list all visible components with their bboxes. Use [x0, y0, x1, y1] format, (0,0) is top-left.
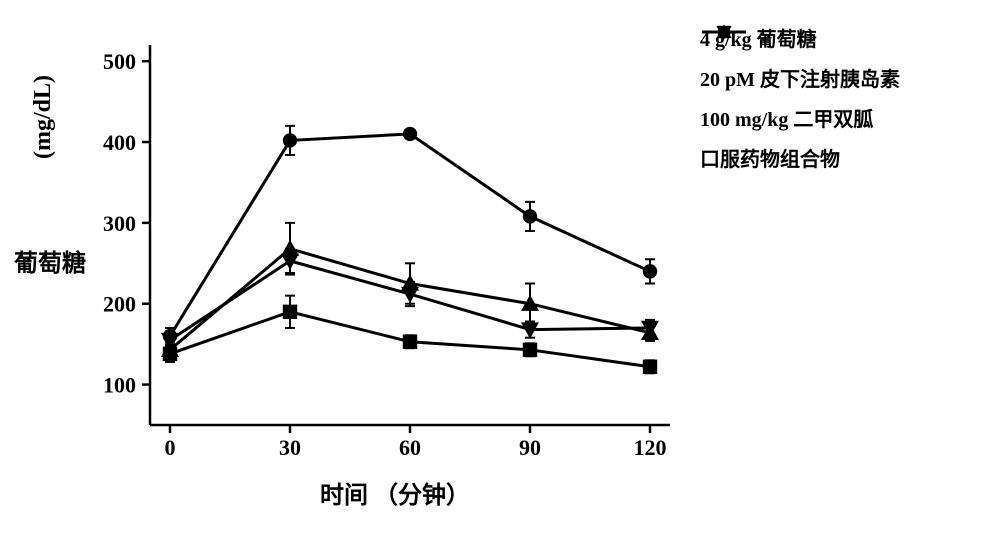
series-insulin	[163, 296, 657, 374]
x-tick-label: 0	[165, 435, 176, 460]
x-tick-label: 90	[519, 435, 541, 460]
y-tick-label: 500	[103, 49, 136, 74]
legend-label: 20 pM 皮下注射胰岛素	[700, 63, 900, 92]
x-tick-label: 120	[634, 435, 667, 460]
legend: 4 g/kg 葡萄糖20 pM 皮下注射胰岛素100 mg/kg 二甲双胍口服药…	[700, 20, 900, 180]
legend-item-insulin: 20 pM 皮下注射胰岛素	[700, 60, 900, 94]
legend-item-metformin: 100 mg/kg 二甲双胍	[700, 100, 900, 134]
y-tick-label: 200	[103, 292, 136, 317]
y-tick-label: 100	[103, 373, 136, 398]
legend-label: 100 mg/kg 二甲双胍	[700, 103, 873, 132]
series-glucose	[163, 126, 657, 344]
x-tick-label: 30	[279, 435, 301, 460]
y-tick-label: 400	[103, 130, 136, 155]
legend-label: 口服药物组合物	[700, 143, 840, 172]
y-tick-label: 300	[103, 211, 136, 236]
x-axis-label: 时间 （分钟）	[320, 475, 470, 510]
triangle-down-icon	[700, 20, 748, 44]
y-axis-label-unit: (mg/dL)	[30, 75, 57, 159]
y-axis-label-cn: 葡萄糖	[10, 243, 90, 278]
legend-item-oral-comp: 口服药物组合物	[700, 140, 900, 174]
x-tick-label: 60	[399, 435, 421, 460]
